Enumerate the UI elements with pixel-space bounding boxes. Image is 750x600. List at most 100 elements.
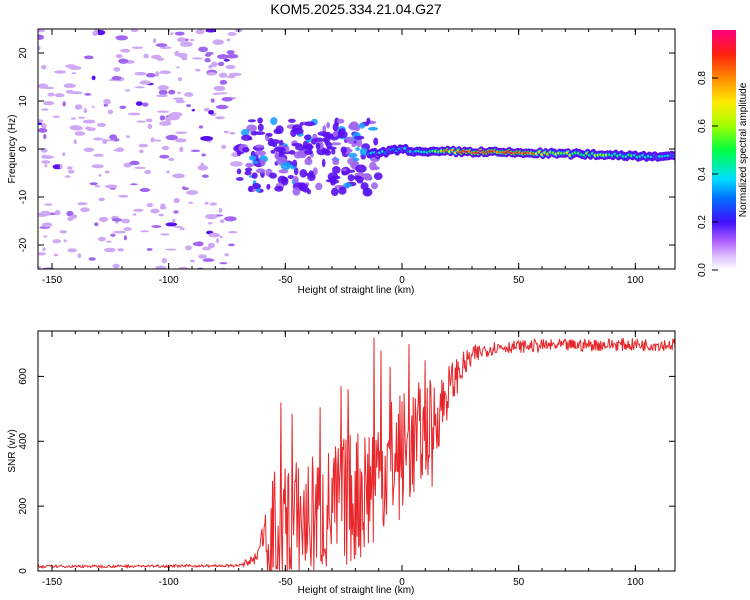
noise-blob xyxy=(118,194,129,198)
spectrogram-marks xyxy=(38,29,675,269)
scatter-blob xyxy=(359,147,368,156)
noise-blob xyxy=(42,222,52,228)
noise-blob xyxy=(86,127,96,132)
noise-blob xyxy=(66,166,73,170)
noise-blob xyxy=(177,91,181,94)
noise-blob xyxy=(161,257,167,264)
noise-blob xyxy=(144,170,152,174)
noise-blob xyxy=(158,89,168,96)
noise-blob xyxy=(186,104,192,108)
noise-blob xyxy=(41,155,54,159)
noise-blob xyxy=(83,108,88,114)
noise-blob xyxy=(47,92,55,97)
scatter-blob xyxy=(348,125,355,129)
noise-blob xyxy=(43,235,48,238)
scatter-blob xyxy=(329,177,337,186)
noise-blob xyxy=(158,213,164,217)
scatter-blob xyxy=(304,134,311,141)
noise-blob xyxy=(176,66,180,69)
noise-blob xyxy=(130,29,138,33)
spectrogram-y-tick-label: -20 xyxy=(18,237,29,252)
noise-blob xyxy=(106,240,112,243)
noise-blob xyxy=(177,77,183,82)
noise-blob xyxy=(91,75,96,81)
colorbar-gradient xyxy=(712,30,736,270)
noise-blob xyxy=(207,72,216,76)
noise-blob xyxy=(217,61,225,67)
noise-blob xyxy=(223,58,230,62)
scatter-blob xyxy=(304,157,313,166)
noise-blob xyxy=(159,121,172,126)
noise-blob xyxy=(230,161,243,167)
noise-blob xyxy=(92,137,104,141)
noise-blob xyxy=(52,115,61,119)
noise-blob xyxy=(156,94,169,98)
noise-blob xyxy=(83,147,95,152)
scatter-blob xyxy=(251,172,258,179)
noise-blob xyxy=(38,119,44,123)
scatter-blob xyxy=(331,148,336,155)
noise-blob xyxy=(118,58,129,64)
noise-blob xyxy=(190,149,201,152)
scatter-blob xyxy=(304,121,316,127)
noise-blob xyxy=(155,71,160,77)
noise-blob xyxy=(221,144,227,149)
noise-blob xyxy=(177,52,188,58)
noise-blob xyxy=(228,243,235,247)
scatter-blob xyxy=(295,145,307,151)
noise-blob xyxy=(109,134,118,140)
noise-blob xyxy=(173,226,183,228)
noise-blob xyxy=(184,92,194,97)
noise-blob xyxy=(104,185,114,188)
noise-blob xyxy=(219,235,223,239)
noise-blob xyxy=(180,41,193,47)
noise-blob xyxy=(179,227,185,231)
noise-blob xyxy=(132,208,144,212)
signal-core xyxy=(671,154,675,157)
noise-blob xyxy=(168,89,176,95)
noise-blob xyxy=(226,53,239,59)
noise-blob xyxy=(209,202,217,206)
snr-x-axis-label: Height of straight line (km) xyxy=(298,585,415,596)
noise-blob xyxy=(136,120,147,123)
noise-blob xyxy=(52,239,61,244)
noise-blob xyxy=(216,238,219,244)
noise-blob xyxy=(91,105,95,109)
noise-blob xyxy=(41,65,47,70)
snr-axes: -150 -100 -50 0 50 100 0 200 400 600 xyxy=(18,331,675,588)
noise-blob xyxy=(165,134,178,141)
scatter-blob xyxy=(367,126,379,131)
scatter-blob xyxy=(308,170,314,178)
scatter-blob xyxy=(257,123,264,132)
noise-blob xyxy=(38,45,41,51)
scatter-blob xyxy=(315,182,323,191)
noise-blob xyxy=(200,136,214,141)
noise-blob xyxy=(219,79,228,85)
noise-blob xyxy=(123,235,127,241)
noise-blob xyxy=(146,72,156,78)
noise-blob xyxy=(38,252,47,256)
scatter-blob xyxy=(313,137,324,143)
noise-blob xyxy=(74,104,83,110)
noise-blob xyxy=(104,170,110,174)
scatter-blob xyxy=(257,117,263,124)
scatter-blob xyxy=(299,169,308,178)
noise-blob xyxy=(38,266,41,269)
noise-blob xyxy=(165,116,172,122)
scatter-blob xyxy=(287,175,294,179)
noise-blob xyxy=(43,133,47,140)
noise-blob xyxy=(210,98,215,103)
spectrogram-y-tick-label: 0 xyxy=(18,146,29,152)
noise-blob xyxy=(228,231,238,234)
spectrogram-y-tick-label: -10 xyxy=(18,189,29,204)
noise-blob xyxy=(146,203,154,208)
noise-blob xyxy=(92,30,98,36)
scatter-blob xyxy=(292,159,298,169)
scatter-blob xyxy=(252,182,261,190)
scatter-blob xyxy=(354,135,365,140)
noise-blob xyxy=(202,258,215,262)
noise-blob xyxy=(166,170,170,174)
noise-blob xyxy=(113,149,118,152)
spectrogram-y-tick-label: 10 xyxy=(18,95,29,107)
scatter-blob xyxy=(266,132,273,137)
